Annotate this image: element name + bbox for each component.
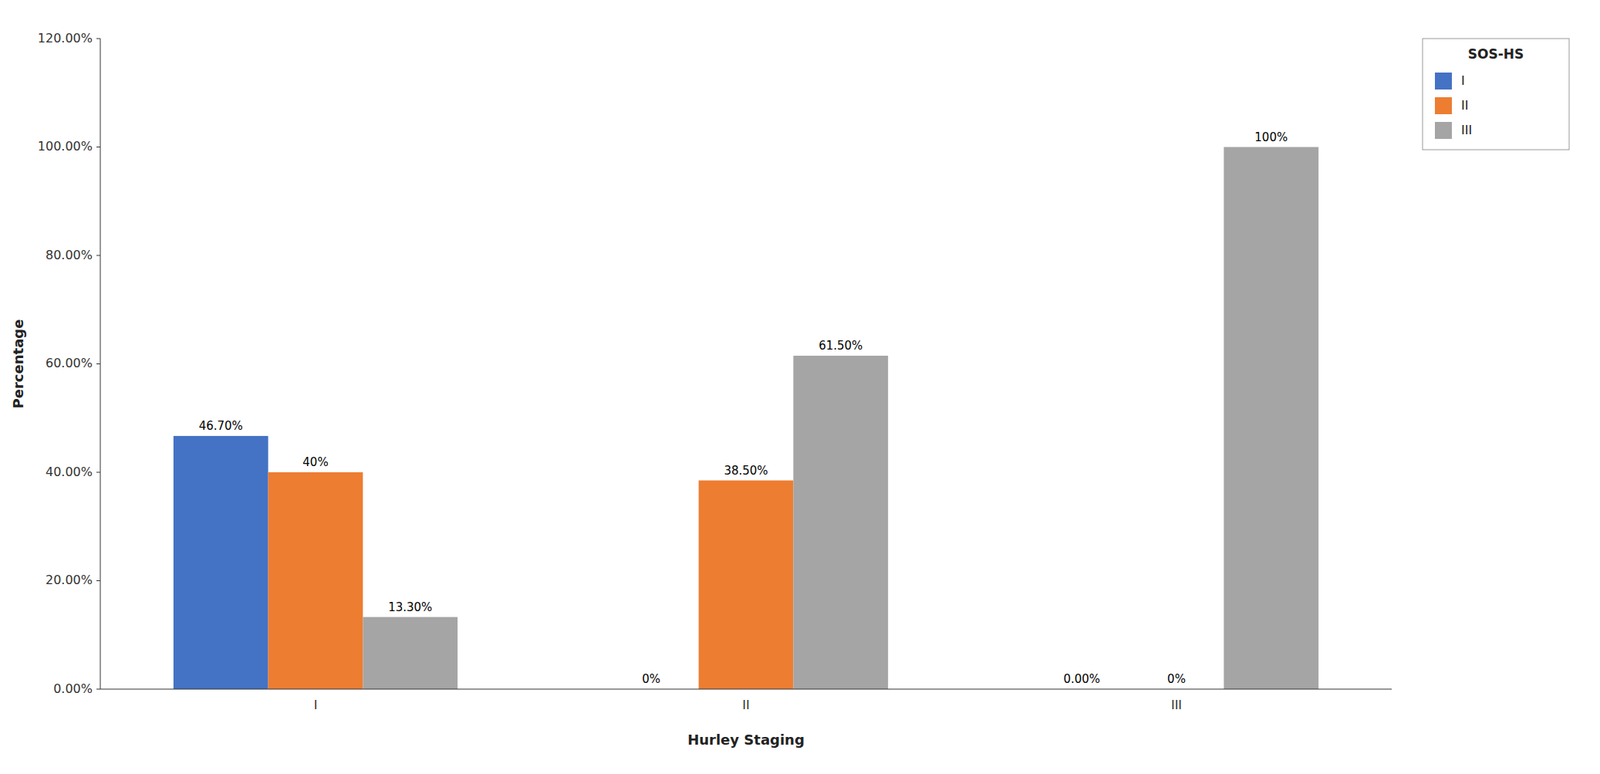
bar [362,617,458,689]
y-axis-label: Percentage [10,319,27,409]
chart: 46.70% 0% 0.00% 40% 38.50% 0% 13.30% 61.50% 100%… [0,0,1600,774]
legend-label: I [1461,73,1465,88]
bar [793,355,888,689]
legend-label: III [1461,122,1472,138]
legend-label: II [1461,97,1469,113]
legend-box [1422,38,1570,150]
y-tick [96,472,101,473]
y-tick [96,363,101,365]
legend-title: SOS-HS [1468,46,1524,62]
bars [173,147,1319,690]
data-label: 13.30% [388,600,433,615]
bar [173,435,269,689]
y-tick-label: 120.00% [37,30,93,46]
data-label: 0% [641,671,661,686]
data-label: 61.50% [818,338,863,353]
data-label: 100% [1254,130,1288,145]
y-tick [96,146,101,148]
y-tick [96,38,101,40]
data-label: 38.50% [723,463,768,478]
y-tick-label: 80.00% [45,247,93,263]
x-axis-label: Hurley Staging [687,731,805,748]
axes: 0.00% 20.00% 40.00% 60.00% 80.00% 100.00% 120.… [37,30,1392,713]
y-tick-label: 20.00% [45,572,93,588]
bar [268,472,364,689]
legend-swatch [1434,72,1452,90]
y-tick [96,255,101,257]
bar [1223,147,1319,690]
y-tick-label: 40.00% [45,464,93,480]
y-tick-label: 60.00% [45,355,93,371]
legend-swatch [1434,121,1452,139]
data-label: 40% [302,455,328,470]
x-tick-label: II [742,697,750,713]
x-tick-label: III [1171,697,1182,713]
x-tick-label: I [313,697,318,713]
y-tick-label: 0.00% [53,681,93,696]
y-tick [96,580,101,581]
data-label: 0% [1167,671,1186,686]
y-tick-label: 100.00% [37,138,93,154]
legend: SOS-HSIIIIII [1422,38,1570,150]
data-label: 46.70% [199,418,244,433]
data-labels: 46.70% 0% 0.00% 40% 38.50% 0% 13.30% 61.50% 100% [199,130,1289,687]
y-tick [96,688,101,690]
bar [698,480,794,689]
data-label: 0.00% [1063,671,1101,686]
x-axis-line [100,688,1392,690]
legend-swatch [1434,97,1452,115]
